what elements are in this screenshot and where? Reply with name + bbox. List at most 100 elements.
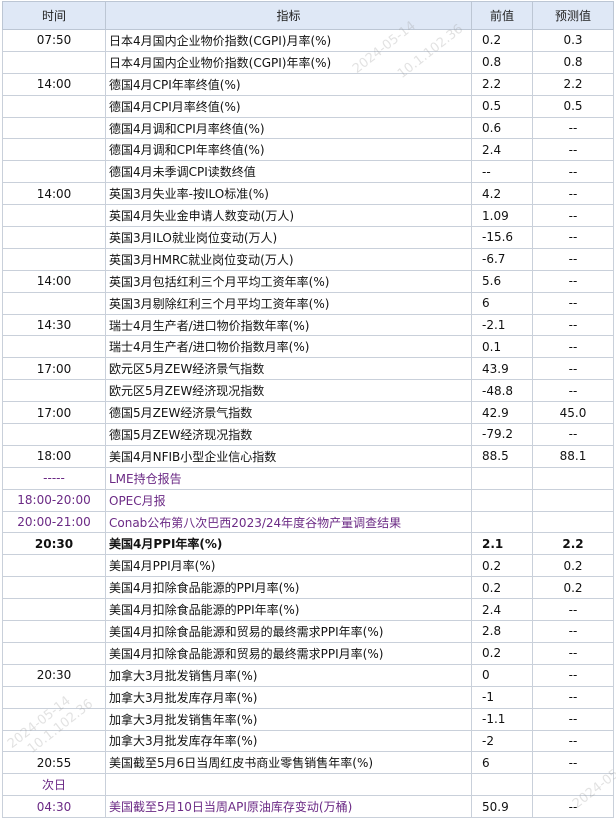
previous-value-cell	[471, 773, 533, 797]
indicator-cell: 德国5月ZEW经济现况指数	[105, 423, 472, 446]
forecast-value-cell: --	[532, 160, 614, 184]
previous-value-cell: 0	[471, 663, 533, 687]
previous-value-cell: 2.4	[471, 598, 533, 622]
previous-value-cell: -79.2	[471, 423, 533, 446]
forecast-value-cell: --	[532, 182, 614, 206]
indicator-cell: 德国4月CPI年率终值(%)	[105, 72, 472, 96]
table-row: 德国4月调和CPI月率终值(%) 0.6 --	[2, 116, 614, 140]
indicator-cell: 美国截至5月10日当周API原油库存变动(万桶)	[105, 795, 472, 819]
forecast-value-cell: 45.0	[532, 401, 614, 425]
previous-value-cell: 50.9	[471, 795, 533, 819]
previous-value-cell: 6	[471, 751, 533, 775]
indicator-cell: 欧元区5月ZEW经济现况指数	[105, 379, 472, 403]
indicator-cell: OPEC月报	[105, 488, 472, 512]
table-row: 加拿大3月批发库存年率(%) -2 --	[2, 729, 614, 753]
forecast-value-cell: --	[532, 598, 614, 622]
previous-value-cell: -15.6	[471, 226, 533, 249]
time-cell	[2, 576, 106, 600]
time-cell	[2, 641, 106, 665]
table-row: 14:00 英国3月失业率-按ILO标准(%) 4.2 --	[2, 182, 614, 206]
time-cell: 20:55	[2, 751, 106, 775]
forecast-value-cell: --	[532, 313, 614, 337]
forecast-value-cell: --	[532, 138, 614, 162]
previous-value-cell: 0.8	[471, 50, 533, 74]
table-row: 美国4月扣除食品能源的PPI月率(%) 0.2 0.2	[2, 576, 614, 600]
previous-value-cell: 88.5	[471, 444, 533, 468]
indicator-cell: 美国截至5月6日当周红皮书商业零售销售年率(%)	[105, 751, 472, 775]
forecast-value-cell: --	[532, 357, 614, 381]
previous-value-cell: 0.2	[471, 641, 533, 665]
forecast-value-cell	[532, 488, 614, 512]
time-cell: 20:30	[2, 532, 106, 556]
time-cell	[2, 94, 106, 118]
forecast-value-cell: 0.2	[532, 554, 614, 578]
forecast-value-cell	[532, 773, 614, 797]
forecast-value-cell: --	[532, 620, 614, 643]
forecast-value-cell: --	[532, 751, 614, 775]
previous-value-cell: 1.09	[471, 204, 533, 228]
previous-value-cell: 2.4	[471, 138, 533, 162]
time-cell	[2, 335, 106, 359]
indicator-cell: 英国4月失业金申请人数变动(万人)	[105, 204, 472, 228]
previous-value-cell: 43.9	[471, 357, 533, 381]
time-cell	[2, 204, 106, 228]
table-row: 德国4月未季调CPI读数终值 -- --	[2, 160, 614, 184]
indicator-cell: 美国4月PPI年率(%)	[105, 532, 472, 556]
indicator-cell: 美国4月扣除食品能源的PPI年率(%)	[105, 598, 472, 622]
indicator-cell: 德国4月调和CPI月率终值(%)	[105, 116, 472, 140]
table-row: 美国4月扣除食品能源和贸易的最终需求PPI年率(%) 2.8 --	[2, 620, 614, 643]
previous-value-cell: 0.2	[471, 29, 533, 52]
time-cell: 次日	[2, 773, 106, 797]
table-row: 日本4月国内企业物价指数(CGPI)年率(%) 0.8 0.8	[2, 50, 614, 74]
forecast-value-cell: 0.3	[532, 29, 614, 52]
time-cell	[2, 160, 106, 184]
table-row: 英国3月HMRC就业岗位变动(万人) -6.7 --	[2, 247, 614, 271]
forecast-value-cell: --	[532, 247, 614, 271]
previous-value-cell: -1	[471, 685, 533, 709]
time-cell: 17:00	[2, 357, 106, 381]
forecast-value-cell: --	[532, 707, 614, 731]
time-cell: 14:00	[2, 269, 106, 293]
previous-value-cell: -2.1	[471, 313, 533, 337]
time-cell: -----	[2, 466, 106, 490]
table-row: 加拿大3月批发库存月率(%) -1 --	[2, 685, 614, 709]
indicator-cell: 德国5月ZEW经济景气指数	[105, 401, 472, 425]
indicator-cell: 瑞士4月生产者/进口物价指数月率(%)	[105, 335, 472, 359]
indicator-cell: Conab公布第八次巴西2023/24年度谷物产量调查结果	[105, 510, 472, 534]
time-cell: 20:30	[2, 663, 106, 687]
time-cell: 17:00	[2, 401, 106, 425]
previous-value-cell	[471, 466, 533, 490]
time-cell	[2, 379, 106, 403]
indicator-cell: 美国4月NFIB小型企业信心指数	[105, 444, 472, 468]
forecast-value-cell: --	[532, 269, 614, 293]
forecast-value-cell: --	[532, 226, 614, 249]
table-row: 美国4月扣除食品能源的PPI年率(%) 2.4 --	[2, 598, 614, 622]
time-cell	[2, 554, 106, 578]
header-indicator: 指标	[105, 1, 472, 30]
time-cell	[2, 50, 106, 74]
table-row: 德国4月调和CPI年率终值(%) 2.4 --	[2, 138, 614, 162]
table-row: 瑞士4月生产者/进口物价指数月率(%) 0.1 --	[2, 335, 614, 359]
table-row: 英国4月失业金申请人数变动(万人) 1.09 --	[2, 204, 614, 228]
forecast-value-cell: --	[532, 685, 614, 709]
previous-value-cell: 0.6	[471, 116, 533, 140]
previous-value-cell: 2.8	[471, 620, 533, 643]
table-row: 20:30 加拿大3月批发销售月率(%) 0 --	[2, 663, 614, 687]
forecast-value-cell: --	[532, 641, 614, 665]
time-cell	[2, 291, 106, 315]
table-row: 20:30 美国4月PPI年率(%) 2.1 2.2	[2, 532, 614, 556]
indicator-cell: 德国4月CPI月率终值(%)	[105, 94, 472, 118]
table-row: 18:00-20:00 OPEC月报	[2, 488, 614, 512]
forecast-value-cell: 2.2	[532, 72, 614, 96]
time-cell: 07:50	[2, 29, 106, 52]
table-row: ----- LME持仓报告	[2, 466, 614, 490]
time-cell	[2, 685, 106, 709]
forecast-value-cell: 0.5	[532, 94, 614, 118]
table-header: 时间 指标 前值 预测值	[2, 1, 614, 30]
forecast-value-cell	[532, 510, 614, 534]
time-cell	[2, 138, 106, 162]
forecast-value-cell: --	[532, 116, 614, 140]
forecast-value-cell: --	[532, 729, 614, 753]
forecast-value-cell: --	[532, 291, 614, 315]
previous-value-cell: 0.2	[471, 554, 533, 578]
